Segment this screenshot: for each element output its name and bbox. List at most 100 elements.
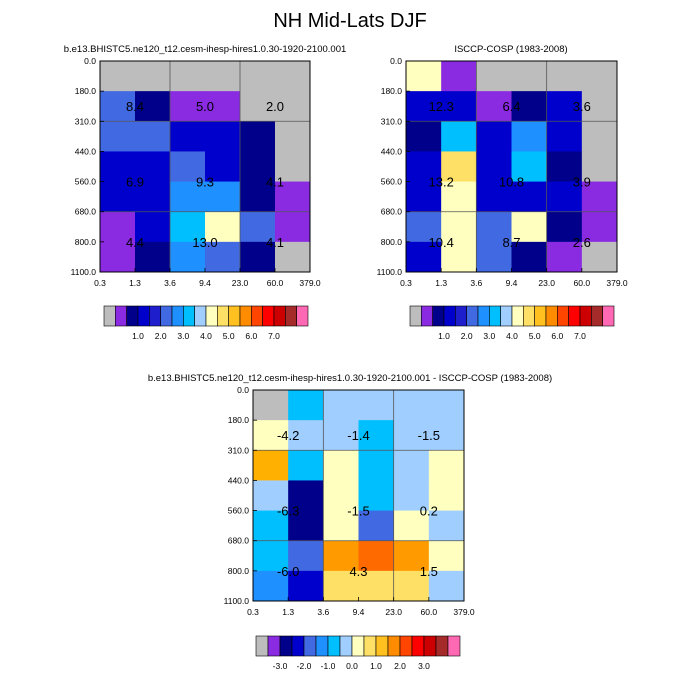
x-tick-label: 379.0 [453, 607, 475, 617]
x-tick-label: 60.0 [421, 607, 438, 617]
cell-value-label: -1.4 [347, 428, 369, 443]
heatmap-cell [205, 211, 241, 243]
colorbar-box [285, 305, 297, 327]
colorbar-box [126, 305, 139, 327]
x-tick-label: 23.0 [232, 278, 249, 288]
colorbar-box [411, 635, 425, 657]
heatmap-cell [275, 91, 311, 122]
heatmap-cell [275, 211, 311, 243]
colorbar-label: 2.0 [394, 661, 406, 671]
cell-value-label: 9.3 [196, 175, 214, 190]
y-tick-label: 680.0 [75, 207, 97, 217]
heatmap-cell [253, 540, 289, 572]
cell-value-label: 4.3 [349, 564, 367, 579]
y-tick-label: 180.0 [381, 86, 403, 96]
heatmap-cell [205, 181, 241, 213]
heatmap-cell [100, 61, 136, 92]
heatmap-cell [358, 420, 395, 451]
x-tick-label: 379.0 [606, 278, 628, 288]
heatmap-cell [476, 211, 512, 243]
heatmap-cell [323, 540, 359, 572]
heatmap-cell [511, 181, 548, 213]
colorbar-box [511, 305, 524, 327]
heatmap-cell [253, 570, 289, 602]
panel-title: b.e13.BHISTC5.ne120_t12.cesm-ihesp-hires… [148, 373, 552, 384]
heatmap-cell [546, 61, 583, 92]
colorbar-box [568, 305, 581, 327]
heatmap-cell [170, 181, 206, 213]
heatmap-cell [240, 61, 276, 92]
colorbar-label: 7.0 [268, 331, 280, 341]
cell-value-label: 8.7 [502, 235, 520, 250]
heatmap-cell [170, 241, 206, 273]
y-tick-label: 310.0 [381, 116, 403, 126]
heatmap-cell [476, 61, 512, 92]
heatmap-cell [441, 91, 477, 122]
heatmap-cell [323, 390, 359, 421]
colorbar-box [239, 305, 252, 327]
colorbar-box [194, 305, 207, 327]
colorbar-label: 1.0 [132, 331, 144, 341]
heatmap-cell [393, 480, 430, 512]
heatmap-cell [100, 241, 136, 273]
heatmap-cell [393, 570, 430, 602]
y-tick-label: 0.0 [390, 56, 402, 66]
heatmap-cell [441, 151, 477, 183]
cell-value-label: 6.9 [126, 175, 144, 190]
heatmap-cell [275, 241, 311, 273]
heatmap-cell [476, 241, 512, 273]
heatmap-cell [546, 181, 583, 213]
heatmap-cell [546, 121, 583, 152]
heatmap-cell [406, 241, 442, 273]
colorbar-label: 6.0 [245, 331, 257, 341]
heatmap-cell [253, 450, 289, 481]
colorbar-box [557, 305, 569, 327]
x-tick-label: 60.0 [267, 278, 284, 288]
cell-value-label: -4.2 [277, 428, 299, 443]
colorbar-box [183, 305, 195, 327]
heatmap-cell [428, 480, 465, 512]
heatmap-cell [253, 510, 289, 542]
cell-value-label: -1.5 [347, 504, 369, 519]
colorbar-box [303, 635, 317, 657]
heatmap-cell [253, 420, 289, 451]
heatmap-cell [240, 91, 276, 122]
heatmap-cell [100, 211, 136, 243]
panel-difference: 0.3 1.3 3.6 9.4 23.0 60.0 379.0 0.0 180.0 310.0 44… [148, 373, 552, 671]
cell-value-label: 13.0 [192, 235, 217, 250]
heatmap-cell [288, 540, 324, 572]
colorbar-box [262, 305, 275, 327]
colorbar-box [387, 635, 401, 657]
heatmap-cell [240, 151, 276, 183]
heatmap-cell [406, 181, 442, 213]
colorbar-box [443, 305, 456, 327]
heatmap-cell [428, 420, 465, 451]
x-tick-label: 3.6 [164, 278, 176, 288]
colorbar-label: -3.0 [273, 661, 288, 671]
heatmap-cell [546, 241, 583, 273]
heatmap-cell [100, 91, 136, 122]
colorbar-box [228, 305, 241, 327]
cell-value-label: 12.3 [429, 99, 454, 114]
heatmap-cell [581, 91, 618, 122]
heatmap-cell [406, 211, 442, 243]
heatmap-cell [406, 91, 442, 122]
colorbar-box [447, 635, 461, 657]
heatmap-cell [205, 241, 241, 273]
colorbar-box [296, 305, 309, 327]
colorbar-box [363, 635, 377, 657]
heatmap-cell [511, 211, 548, 243]
heatmap-cell [170, 91, 206, 122]
cell-value-label: 2.6 [573, 235, 591, 250]
colorbar-box [489, 305, 501, 327]
colorbar-box [534, 305, 547, 327]
colorbar-box [217, 305, 229, 327]
heatmap-cell [546, 151, 583, 183]
colorbar-box [466, 305, 479, 327]
y-tick-label: 440.0 [75, 146, 97, 156]
cell-value-label: 2.0 [266, 99, 284, 114]
colorbar-box [279, 635, 293, 657]
heatmap-cell [581, 121, 618, 152]
colorbar-label: 5.0 [529, 331, 541, 341]
x-tick-label: 379.0 [299, 278, 321, 288]
